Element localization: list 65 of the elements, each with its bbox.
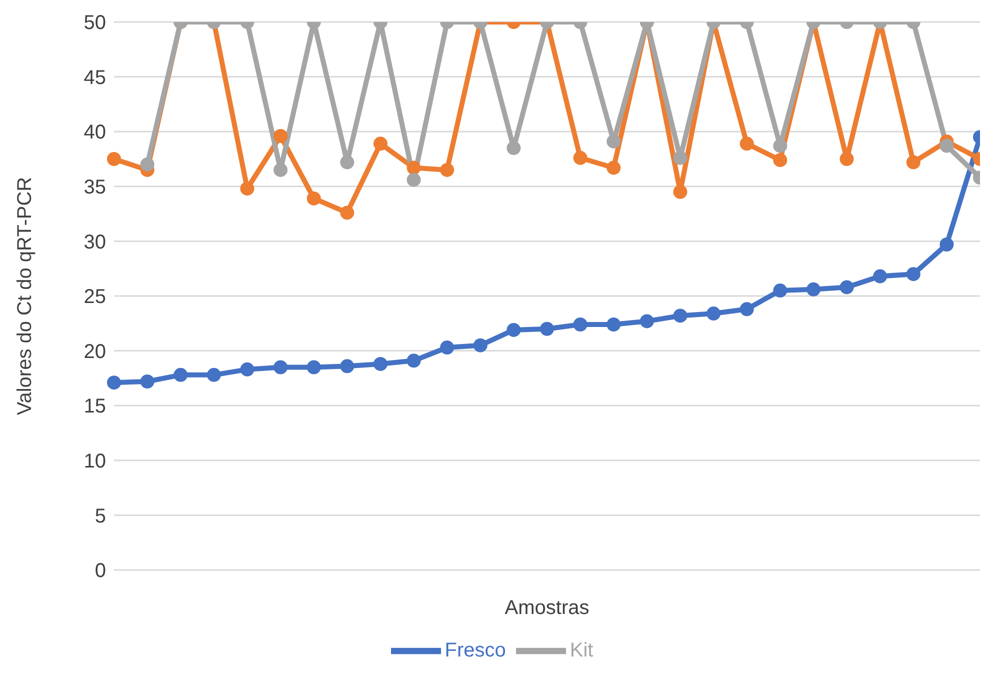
y-tick-label: 30	[84, 231, 106, 254]
y-tick-label: 10	[84, 450, 106, 472]
point	[673, 308, 688, 323]
point	[740, 136, 754, 151]
point	[573, 317, 588, 332]
point	[140, 157, 154, 172]
point	[573, 150, 588, 165]
point	[606, 134, 621, 148]
point	[140, 374, 154, 388]
point	[906, 267, 920, 282]
point	[373, 356, 388, 371]
point	[340, 155, 354, 170]
point	[640, 314, 654, 328]
point	[240, 182, 254, 196]
y-tick-label: 0	[94, 560, 106, 582]
y-tick-label: 25	[84, 286, 106, 308]
point	[506, 141, 521, 156]
point	[473, 338, 488, 352]
y-tick-label: 15	[84, 396, 106, 418]
y-tick-label: 50	[84, 12, 106, 34]
point	[406, 172, 421, 187]
y-axis-title: Valores do Ct do qRT-PCR	[14, 176, 36, 416]
point	[906, 155, 920, 170]
point	[606, 160, 621, 175]
point	[740, 302, 754, 316]
y-tick-label: 5	[94, 505, 106, 528]
point	[340, 206, 354, 220]
point	[440, 162, 454, 177]
point	[773, 138, 788, 153]
point	[673, 184, 688, 199]
point	[306, 191, 321, 206]
y-tick-label: 35	[84, 176, 106, 198]
point	[206, 368, 221, 382]
point	[373, 136, 388, 151]
point	[107, 376, 121, 390]
point	[940, 138, 954, 153]
point	[240, 362, 254, 376]
point	[773, 284, 788, 298]
point	[107, 152, 121, 166]
point	[506, 322, 521, 337]
point	[340, 359, 354, 374]
legend-label: Kit	[570, 639, 594, 662]
point	[673, 150, 688, 165]
point	[406, 354, 421, 368]
point	[174, 368, 188, 382]
legend-label: Fresco	[444, 639, 506, 662]
y-tick-label: 20	[84, 340, 106, 363]
point	[540, 322, 554, 336]
point	[406, 160, 421, 175]
y-tick-label: 45	[84, 66, 106, 89]
point	[306, 360, 321, 374]
point	[773, 153, 788, 168]
point	[274, 360, 288, 374]
point	[274, 162, 288, 177]
point	[840, 152, 854, 166]
y-tick-label: 40	[84, 122, 106, 144]
point	[606, 317, 621, 332]
point	[706, 306, 721, 321]
point	[274, 128, 288, 143]
point	[806, 282, 820, 296]
point	[840, 280, 854, 294]
point	[940, 237, 954, 252]
point	[440, 340, 454, 355]
x-axis-title: Amostras	[504, 597, 590, 619]
point	[873, 269, 888, 284]
